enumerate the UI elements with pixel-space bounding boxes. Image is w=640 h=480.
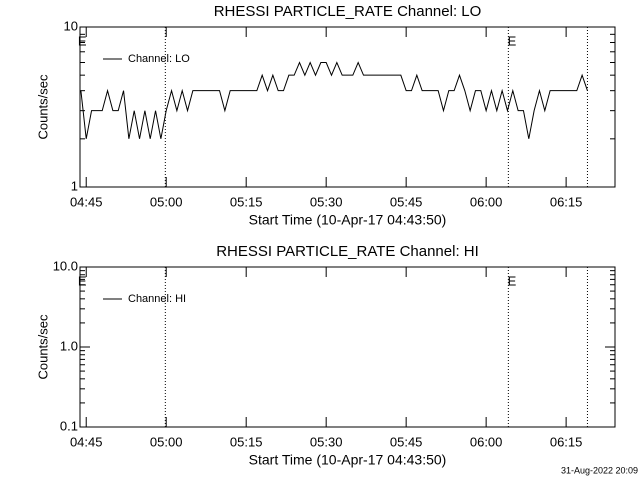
legend-label: Channel: LO (128, 53, 190, 65)
plot-frame (79, 266, 616, 428)
flag-label: E (508, 273, 517, 288)
y-axis-label: Counts/sec (35, 314, 50, 380)
y-tick-label: 1 (71, 178, 78, 193)
x-axis-label: Start Time (10-Apr-17 04:43:50) (249, 452, 447, 468)
x-tick-label: 05:30 (310, 194, 343, 209)
y-tick-label: 10 (64, 18, 78, 33)
x-tick-label: 06:15 (550, 194, 583, 209)
x-tick-label: 05:15 (230, 194, 263, 209)
chart-title: RHESSI PARTICLE_RATE Channel: HI (216, 243, 479, 260)
y-axis-label: Counts/sec (35, 74, 50, 140)
legend-label: Channel: HI (128, 293, 186, 305)
x-tick-label: 05:45 (390, 434, 423, 449)
data-line (80, 61, 588, 139)
flag-label: E (78, 273, 87, 288)
flag-label: E (508, 33, 517, 48)
timestamp: 31-Aug-2022 20:09 (561, 465, 638, 475)
x-tick-label: 05:45 (390, 194, 423, 209)
x-tick-label: 04:45 (70, 434, 103, 449)
y-tick-label: 1.0 (60, 338, 78, 353)
plot-frame (79, 26, 616, 188)
x-tick-label: 06:00 (470, 194, 503, 209)
x-axis-label: Start Time (10-Apr-17 04:43:50) (249, 212, 447, 228)
y-tick-label: 10.0 (53, 258, 78, 273)
x-tick-label: 06:00 (470, 434, 503, 449)
x-tick-label: 05:30 (310, 434, 343, 449)
flag-label: E (78, 33, 87, 48)
x-tick-label: 05:00 (150, 434, 183, 449)
x-tick-label: 05:15 (230, 434, 263, 449)
x-tick-label: 04:45 (70, 194, 103, 209)
chart-title: RHESSI PARTICLE_RATE Channel: LO (214, 3, 482, 20)
x-tick-label: 06:15 (550, 434, 583, 449)
y-tick-label: 0.1 (60, 418, 78, 433)
x-tick-label: 05:00 (150, 194, 183, 209)
